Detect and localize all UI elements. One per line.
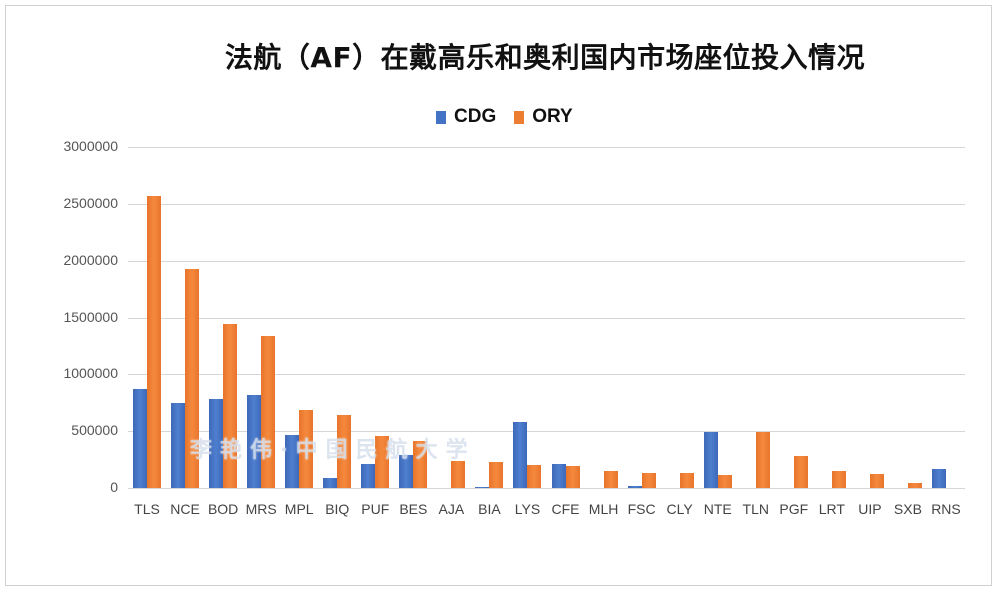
bar-ory-mpl	[299, 409, 314, 488]
bar-ory-biq	[337, 415, 352, 488]
x-tick-label: CLY	[666, 501, 693, 517]
chart-title: 法航（AF）在戴高乐和奥利国内市场座位投入情况	[224, 41, 866, 74]
x-tick-label: NTE	[703, 501, 732, 517]
bar-ory-pgf	[793, 456, 808, 488]
x-tick-label: TLS	[134, 501, 160, 517]
bar-cdg-biq	[323, 478, 338, 488]
x-tick-label: BIQ	[325, 501, 350, 517]
bar-cdg-rns	[931, 468, 946, 488]
x-tick-label: BIA	[478, 501, 501, 517]
x-tick-label: LRT	[818, 501, 845, 517]
bar-ory-uip	[869, 473, 884, 488]
bar-cdg-mrs	[247, 395, 262, 488]
bar-cdg-nte	[703, 431, 718, 488]
legend-label-ory: ORY	[532, 106, 573, 127]
bar-ory-mlh	[603, 470, 618, 488]
x-tick-label: CFE	[551, 501, 580, 517]
x-tick-label: LYS	[514, 501, 541, 517]
x-tick-label: NCE	[170, 501, 200, 517]
bar-ory-lys	[527, 464, 542, 488]
bar-ory-mrs	[261, 336, 276, 488]
chart-legend: CDG ORY	[436, 106, 591, 128]
legend-label-cdg: CDG	[454, 106, 497, 127]
bar-cdg-cfe	[551, 464, 566, 488]
bar-ory-cly	[679, 473, 694, 488]
y-tick-label: 0	[110, 479, 118, 495]
bar-series	[128, 147, 965, 488]
y-tick-label: 1500000	[63, 308, 118, 325]
x-tick-label: UIP	[858, 501, 882, 517]
legend-swatch-cdg	[436, 110, 446, 124]
chart-frame	[5, 5, 992, 586]
x-tick-label: AJA	[438, 501, 465, 517]
gridline	[128, 374, 965, 376]
gridline	[128, 431, 965, 433]
y-tick-label: 1000000	[63, 365, 118, 382]
gridline	[128, 203, 965, 205]
legend-item-ory: ORY	[514, 106, 573, 128]
bar-ory-puf	[375, 435, 390, 488]
gridline	[128, 317, 965, 319]
bar-ory-sxb	[907, 482, 922, 488]
bar-ory-bes	[413, 440, 428, 488]
x-tick-label: MPL	[284, 501, 314, 517]
gridline	[128, 260, 965, 262]
bar-ory-fsc	[641, 473, 656, 488]
bar-cdg-tls	[133, 388, 148, 488]
legend-item-cdg: CDG	[436, 106, 496, 128]
x-tick-label: MLH	[588, 501, 619, 517]
bar-cdg-bes	[399, 454, 414, 488]
bar-ory-nte	[717, 474, 732, 488]
bar-ory-bia	[489, 462, 504, 488]
x-tick-label: SXB	[893, 501, 922, 517]
x-tick-label: BES	[399, 501, 428, 517]
x-tick-label: TLN	[742, 501, 769, 517]
bar-ory-nce	[185, 268, 200, 488]
x-tick-label: RNS	[931, 501, 961, 517]
y-tick-label: 2500000	[63, 194, 118, 211]
bar-cdg-lys	[513, 421, 528, 488]
x-tick-label: FSC	[627, 501, 656, 517]
bar-cdg-puf	[361, 463, 376, 488]
bar-cdg-fsc	[627, 485, 642, 488]
x-axis-labels: TLS NCE BOD MRS MPL BIQ PUF BES AJA BIA LYS CFE MLH F…	[128, 501, 965, 521]
plot-area	[128, 147, 965, 489]
bar-cdg-bia	[475, 486, 490, 488]
y-tick-label: 3000000	[63, 138, 118, 154]
x-tick-label: BOD	[207, 501, 239, 517]
bar-cdg-mpl	[285, 434, 300, 488]
gridline	[128, 488, 965, 489]
bar-cdg-bod	[209, 399, 224, 488]
x-tick-label: PGF	[779, 501, 809, 517]
x-tick-label: PUF	[361, 501, 390, 517]
bar-cdg-nce	[171, 403, 186, 488]
bar-ory-bod	[223, 324, 238, 488]
bar-ory-tln	[755, 432, 770, 488]
y-tick-label: 500000	[71, 422, 118, 439]
y-tick-label: 2000000	[63, 251, 118, 268]
bar-ory-aja	[451, 460, 466, 488]
gridline	[128, 147, 965, 148]
bar-ory-cfe	[565, 466, 580, 488]
bar-ory-lrt	[831, 471, 846, 488]
legend-swatch-ory	[514, 110, 525, 124]
bar-ory-tls	[147, 196, 162, 488]
x-tick-label: MRS	[245, 501, 277, 517]
